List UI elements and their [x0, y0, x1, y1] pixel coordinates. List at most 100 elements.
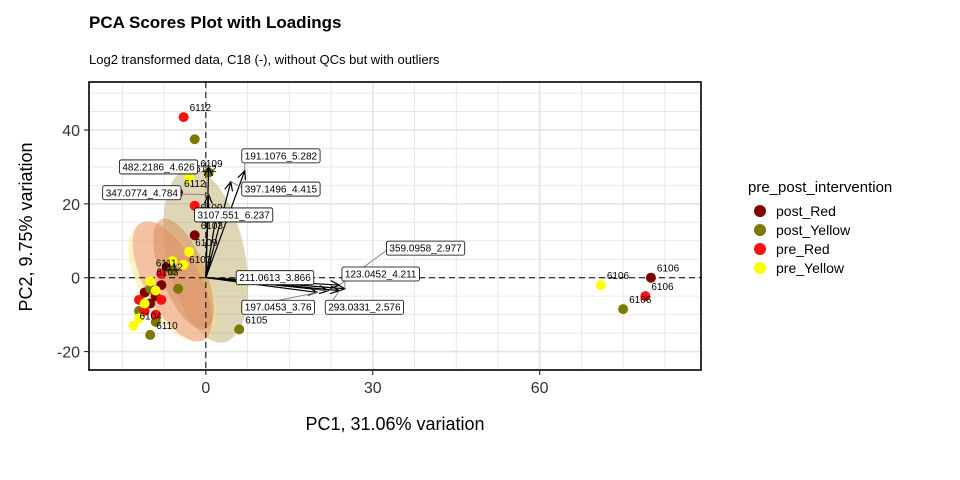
legend-label: post_Yellow: [776, 222, 851, 238]
point-pre_Red: [178, 112, 189, 123]
point-pre_Yellow: [167, 256, 178, 267]
point-label: 6111: [156, 259, 177, 270]
loading-arrow: [205, 182, 231, 278]
legend-key-post_Yellow: [754, 224, 766, 236]
point-label: 6103: [156, 267, 179, 278]
loading-label: 123.0452_4.211: [341, 266, 420, 282]
y-axis-title: PC2, 9.75% variation: [16, 142, 36, 311]
loading-label-box: [324, 299, 404, 315]
loading-label-text: 482.2186_4.626: [122, 162, 195, 173]
loading-label: 359.0958_2.977: [386, 240, 466, 256]
y-tick-label: 40: [62, 123, 80, 140]
point-label: 6112: [161, 262, 183, 273]
y-tick-label: 0: [71, 271, 80, 288]
loading-label-text: 197.0453_3.76: [245, 303, 312, 314]
legend-label: pre_Red: [776, 241, 830, 257]
loading-label-box: [241, 148, 321, 164]
point-label: 6110: [156, 321, 178, 332]
y-tick-label: 20: [62, 197, 80, 214]
loading-label-box: [194, 207, 274, 223]
point-post_Yellow: [145, 329, 156, 340]
legend-label: post_Red: [776, 203, 836, 219]
loading-label-box: [241, 181, 321, 197]
point-label: 6106: [657, 264, 680, 275]
loading-label-text: 123.0452_4.211: [345, 270, 417, 281]
ellipse-pre_Yellow: [128, 221, 217, 342]
x-axis-title: PC1, 31.06% variation: [305, 414, 484, 434]
loading-label: 211.0613_3.866: [235, 270, 315, 286]
loading-label: 293.0331_2.576: [324, 299, 404, 315]
point-pre_Yellow: [184, 173, 195, 183]
loading-label-box: [341, 266, 420, 282]
loading-arrow: [205, 171, 245, 278]
loading-label: 197.0453_3.76: [241, 299, 315, 315]
x-tick-label: 30: [364, 380, 382, 397]
loading-label: 482.2186_4.626: [118, 159, 199, 175]
loading-label-box: [386, 240, 466, 256]
point-pre_Yellow: [150, 285, 161, 296]
legend-key-pre_Yellow: [754, 262, 766, 274]
point-post_Yellow: [234, 324, 245, 335]
score-points: [128, 112, 656, 340]
loading-label-box: [235, 270, 315, 286]
axes: 0 30 60 -20 0 20 40: [57, 123, 549, 397]
point-pre_Yellow: [184, 246, 195, 257]
chart-title: PCA Scores Plot with Loadings: [89, 13, 342, 32]
ellipse-pre_Red: [132, 221, 213, 342]
loading-label-text: 191.1076_5.282: [245, 151, 318, 162]
legend-key-pre_Red: [754, 243, 766, 255]
point-label: 6103: [201, 221, 224, 232]
loading-label: 191.1076_5.282: [241, 148, 321, 164]
point-post_Yellow: [150, 317, 161, 327]
point-label: 6106: [651, 282, 674, 293]
loading-label: 397.1496_4.415: [241, 181, 321, 197]
point-pre_Yellow: [145, 276, 156, 287]
point-post_Red: [645, 272, 656, 283]
point-label: 6105: [245, 315, 268, 326]
loading-label-text: 211.0613_3.866: [239, 273, 311, 284]
point-label: 6112: [190, 103, 212, 114]
loading-label-text: 397.1496_4.415: [245, 185, 318, 196]
point-pre_Red: [156, 294, 167, 305]
loading-label-text: 359.0958_2.977: [389, 244, 462, 255]
point-pre_Yellow: [178, 259, 189, 270]
loading-label: 347.0774_4.784: [102, 185, 182, 201]
point-pre_Red: [640, 291, 651, 302]
point-post_Yellow: [167, 265, 178, 276]
point-post_Yellow: [189, 134, 200, 145]
point-pre_Yellow: [595, 280, 606, 291]
point-label: 6104: [140, 312, 163, 323]
point-pre_Yellow: [128, 320, 139, 331]
plot-panel: 6112610361066105611061066112610661126109…: [88, 81, 702, 371]
point-label: 6112: [184, 179, 206, 190]
point-label: 6106: [629, 295, 652, 306]
legend-label: pre_Yellow: [776, 260, 845, 276]
loading-label-box: [241, 299, 315, 315]
point-pre_Red: [150, 309, 161, 320]
point-pre_Yellow: [139, 298, 150, 309]
point-label: 6109: [200, 159, 223, 170]
point-label: 6106: [607, 271, 630, 282]
legend-title: pre_post_intervention: [748, 179, 892, 196]
point-label: 6103: [189, 255, 212, 266]
legend: pre_post_intervention post_Red post_Yello…: [748, 179, 892, 276]
loading-label-text: 347.0774_4.784: [106, 188, 179, 199]
loading-arrows: 482.2186_4.626 191.1076_5.282 347.0774_4.7…: [102, 148, 466, 315]
panel-border: [88, 81, 702, 371]
x-tick-label: 60: [531, 380, 549, 397]
legend-key-post_Red: [754, 205, 766, 217]
point-pre_Red: [139, 305, 150, 316]
loading-label: 3107.551_6.237: [194, 207, 274, 223]
x-tick-label: 0: [201, 380, 210, 397]
point-post_Yellow: [173, 283, 184, 294]
point-post_Red: [189, 230, 200, 241]
loading-label-text: 293.0331_2.576: [328, 303, 401, 314]
chart-subtitle: Log2 transformed data, C18 (-), without …: [89, 52, 440, 67]
loading-label-box: [118, 159, 199, 175]
point-pre_Yellow: [134, 313, 145, 324]
loading-label-text: 3107.551_6.237: [197, 210, 270, 221]
ellipse-post_Red: [153, 218, 214, 330]
loading-label-box: [102, 185, 182, 201]
point-pre_Red: [156, 269, 167, 279]
